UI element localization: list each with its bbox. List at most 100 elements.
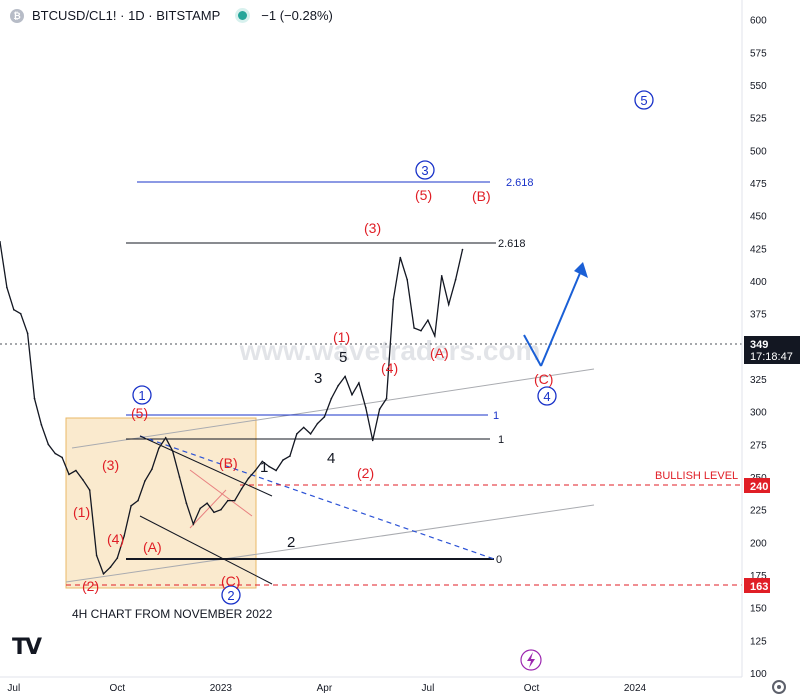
price-point [47, 443, 50, 446]
y-tick-label: 550 [750, 81, 767, 92]
wave-label-red-inset-3: (3) [102, 457, 119, 473]
price-point [413, 327, 415, 329]
price-point [344, 375, 346, 378]
bullish-level-price-label: 240 [744, 478, 770, 493]
bullish-level-label: BULLISH LEVEL [655, 470, 738, 482]
wedge-red-line [189, 469, 253, 517]
price-point [261, 460, 264, 463]
wedge-black-line-lower [139, 515, 273, 585]
symbol-logo-icon: ₿ [10, 8, 24, 23]
price-point [33, 397, 36, 400]
price-point [61, 456, 63, 459]
y-tick-label: 525 [750, 114, 767, 125]
fib-label-2618-blue: 2.618 [506, 177, 534, 189]
wave-label-blue-2: 2 [221, 585, 241, 605]
price-point [282, 459, 284, 461]
y-tick-label: 275 [750, 440, 767, 451]
y-tick-label: 450 [750, 212, 767, 223]
price-point [440, 275, 443, 277]
fib-label-1-black: 1 [498, 434, 504, 446]
wave-label-red-inset-5: (5) [131, 405, 148, 421]
wave-label-blue-5: 5 [634, 90, 654, 110]
gear-icon[interactable] [772, 680, 786, 694]
price-point [268, 465, 271, 468]
price-point [316, 422, 319, 425]
price-point [427, 319, 429, 322]
y-tick-label: 475 [750, 179, 767, 190]
price-point [365, 407, 367, 409]
price-series-line [0, 241, 464, 575]
price-point [116, 557, 119, 559]
symbol-title[interactable]: BTCUSD/CL1! · 1D · BITSTAMP [32, 8, 221, 23]
price-point [399, 256, 402, 259]
price-point [233, 499, 236, 502]
price-point [385, 397, 388, 400]
price-point [40, 424, 43, 426]
fib-label-1-blue: 1 [493, 410, 499, 422]
x-tick-label: Oct [110, 683, 126, 694]
price-point [151, 468, 153, 471]
price-point [309, 433, 312, 435]
plot-area: www.wavetraders.com [0, 181, 742, 671]
fib-label-2618-black: 2.618 [498, 238, 526, 250]
y-tick-label: 375 [750, 310, 767, 321]
price-point [434, 335, 436, 337]
price-point [178, 476, 181, 478]
time-axis[interactable]: Jul Oct 2023 Apr Jul Oct 2024 [0, 676, 742, 694]
wave-label-black-5: 5 [339, 349, 347, 366]
svg-text:3: 3 [421, 163, 428, 178]
wave-label-black-4: 4 [327, 450, 335, 467]
bullish-level-value: 240 [750, 481, 768, 493]
inset-caption: 4H CHART FROM NOVEMBER 2022 [72, 607, 273, 621]
price-point [19, 312, 22, 315]
wave-label-blue-4: 4 [537, 386, 557, 406]
wave-label-red-3: (3) [364, 220, 381, 236]
price-point [0, 241, 1, 243]
wedge-red-short-line [189, 489, 227, 529]
price-point [378, 408, 381, 410]
price-point [220, 508, 222, 511]
x-tick-label: 2023 [210, 683, 233, 694]
support-level-value: 163 [750, 581, 768, 593]
y-tick-label: 100 [750, 669, 767, 680]
price-point [337, 384, 340, 387]
projection-arrowhead-icon [574, 262, 588, 278]
price-point [130, 505, 132, 507]
price-point [123, 535, 125, 537]
price-point [164, 437, 167, 439]
price-point [240, 488, 243, 490]
wave-label-red-4: (4) [381, 360, 398, 376]
last-price-label: 349 17:18:47 [744, 336, 800, 364]
wave-label-blue-3: 3 [415, 160, 435, 180]
wave-label-red-inset-C: (C) [221, 573, 240, 589]
price-point [26, 332, 29, 335]
tradingview-logo-icon[interactable]: TV [12, 635, 42, 660]
price-point [206, 502, 208, 505]
y-tick-label: 125 [750, 636, 767, 647]
price-point [392, 298, 395, 301]
svg-text:4: 4 [543, 389, 550, 404]
last-price-value: 349 [750, 339, 768, 351]
price-point [461, 248, 464, 251]
price-point [75, 469, 77, 472]
y-tick-label: 150 [750, 604, 767, 615]
price-point [420, 329, 422, 332]
price-point [158, 447, 160, 450]
price-point [289, 455, 291, 457]
price-point [102, 573, 105, 575]
wave-label-red-inset-1: (1) [73, 504, 90, 520]
price-point [351, 393, 353, 396]
price-point [371, 439, 374, 442]
price-point [13, 308, 15, 311]
lightning-icon[interactable] [520, 649, 542, 671]
y-tick-label: 325 [750, 375, 767, 386]
projection-up-path [540, 265, 584, 367]
wedge-black-line-upper [139, 435, 273, 497]
y-tick-label: 300 [750, 408, 767, 419]
wave-label-red-inset-4: (4) [107, 531, 124, 547]
wave-label-red-inset-2: (2) [82, 578, 99, 594]
y-tick-label: 175 [750, 571, 767, 582]
price-point [109, 566, 112, 568]
last-price-timer: 17:18:47 [750, 351, 793, 363]
